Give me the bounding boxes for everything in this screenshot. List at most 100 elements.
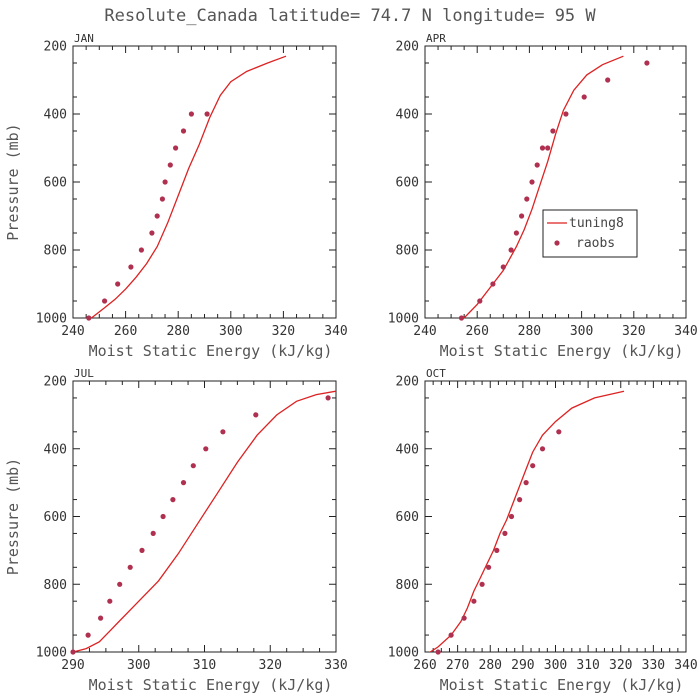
x-tick-label: 240 <box>413 324 436 339</box>
y-tick-label: 1000 <box>388 646 419 661</box>
x-tick-label: 320 <box>609 658 632 673</box>
data-point-raobs <box>138 247 144 253</box>
data-point-raobs <box>461 615 467 621</box>
data-point-raobs <box>550 128 556 134</box>
data-point-raobs <box>128 264 134 270</box>
y-tick-label: 200 <box>396 40 419 55</box>
x-tick-label: 340 <box>674 658 697 673</box>
data-point-raobs <box>115 281 121 287</box>
data-point-raobs <box>102 298 108 304</box>
data-point-raobs <box>159 196 165 202</box>
x-tick-label: 320 <box>272 324 295 339</box>
x-tick-label: 300 <box>570 324 593 339</box>
data-point-raobs <box>170 497 176 503</box>
panel-label: APR <box>426 32 446 45</box>
data-point-raobs <box>98 615 104 621</box>
x-tick-label: 340 <box>324 324 347 339</box>
data-point-raobs <box>139 547 145 554</box>
legend: tuning8 raobs <box>542 209 638 258</box>
data-point-raobs <box>149 230 155 236</box>
y-tick-label: 1000 <box>388 312 419 327</box>
data-point-raobs <box>513 230 520 236</box>
x-tick-label: 280 <box>479 658 502 673</box>
data-point-raobs <box>167 162 173 168</box>
data-point-raobs <box>523 480 529 486</box>
data-point-raobs <box>173 145 179 151</box>
x-tick-label: 240 <box>61 324 84 339</box>
data-point-raobs <box>180 128 187 134</box>
y-tick-label: 1000 <box>36 312 67 327</box>
chart-title: Resolute_Canada latitude= 74.7 N longitu… <box>104 6 596 26</box>
data-point-raobs <box>203 446 209 452</box>
data-point-raobs <box>150 530 156 537</box>
legend-box <box>542 209 638 258</box>
y-tick-label: 400 <box>396 442 419 457</box>
y-tick-label: 600 <box>396 510 419 525</box>
x-tick-label: 270 <box>446 658 469 673</box>
panel-label: OCT <box>426 367 446 380</box>
x-tick-label: 300 <box>127 658 150 673</box>
data-point-raobs <box>160 513 166 520</box>
x-tick-label: 320 <box>259 658 282 673</box>
x-axis-label: Moist Static Energy (kJ/kg) <box>89 676 333 694</box>
data-point-raobs <box>500 264 506 270</box>
data-point-raobs <box>502 530 508 537</box>
x-tick-label: 310 <box>576 658 599 673</box>
data-point-raobs <box>529 179 535 185</box>
legend-marker-swatch <box>554 240 560 246</box>
data-point-raobs <box>220 429 226 435</box>
data-point-raobs <box>545 145 551 151</box>
legend-label: tuning8 <box>569 216 624 231</box>
y-axis-label: Pressure (mb) <box>4 458 22 575</box>
panel-label: JUL <box>74 367 94 380</box>
panel-apr: 240 260 280 300 320 340 200 400 600 800 1000 APR Moi… <box>388 32 698 360</box>
data-point-raobs <box>530 463 536 469</box>
data-point-raobs <box>539 145 546 151</box>
data-point-raobs <box>534 162 540 168</box>
data-point-raobs <box>190 463 196 469</box>
y-tick-label: 1000 <box>36 646 67 661</box>
x-tick-label: 260 <box>465 324 488 339</box>
data-point-raobs <box>519 213 525 219</box>
data-point-raobs <box>581 94 587 100</box>
data-point-raobs <box>563 111 569 117</box>
y-tick-label: 800 <box>396 244 419 259</box>
y-tick-label: 200 <box>44 40 67 55</box>
x-tick-label: 260 <box>413 658 436 673</box>
series-line-tuning8 <box>73 390 336 652</box>
data-point-raobs <box>524 196 530 202</box>
y-tick-label: 400 <box>44 442 67 457</box>
data-point-raobs <box>188 111 194 117</box>
data-point-raobs <box>605 77 611 83</box>
data-point-raobs <box>458 315 465 321</box>
y-tick-label: 400 <box>396 108 419 123</box>
panel-oct: 260 270 280 290 300 310 320 330 340 200 400 600 800 1… <box>388 367 698 694</box>
data-point-raobs <box>154 213 160 219</box>
x-axis-label: Moist Static Energy (kJ/kg) <box>89 342 333 360</box>
x-tick-label: 260 <box>114 324 137 339</box>
x-tick-label: 280 <box>166 324 189 339</box>
y-tick-label: 800 <box>44 244 67 259</box>
data-point-raobs <box>486 564 492 570</box>
y-tick-label: 200 <box>44 375 67 390</box>
data-point-raobs <box>180 480 187 486</box>
plot-frame <box>72 45 337 319</box>
y-tick-label: 600 <box>44 176 67 191</box>
data-point-raobs <box>86 315 92 321</box>
data-point-raobs <box>471 598 477 604</box>
data-point-raobs <box>539 446 546 452</box>
x-tick-label: 340 <box>674 324 697 339</box>
series-line-tuning8 <box>429 390 625 652</box>
data-point-raobs <box>107 598 113 604</box>
legend-label: raobs <box>576 236 615 251</box>
data-point-raobs <box>325 395 331 401</box>
x-tick-label: 280 <box>518 324 541 339</box>
data-point-raobs <box>490 281 496 287</box>
x-tick-label: 300 <box>219 324 242 339</box>
x-tick-label: 290 <box>511 658 534 673</box>
x-tick-label: 310 <box>193 658 216 673</box>
data-point-raobs <box>448 632 454 638</box>
plot-frame <box>72 380 337 653</box>
data-point-raobs <box>204 111 210 117</box>
